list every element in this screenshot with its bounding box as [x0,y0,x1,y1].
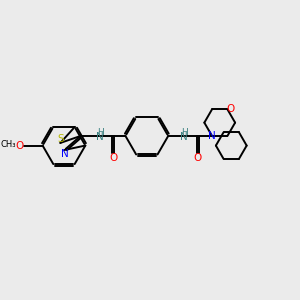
Text: CH₃: CH₃ [0,140,16,149]
Text: O: O [16,140,24,151]
Text: N: N [208,131,216,141]
Text: N: N [61,148,68,159]
Text: N: N [96,132,104,142]
Text: O: O [110,152,118,163]
Text: S: S [57,134,64,144]
Text: N: N [180,132,188,142]
Text: O: O [193,152,201,163]
Text: O: O [227,104,235,114]
Text: H: H [181,128,188,136]
Text: H: H [97,128,104,136]
